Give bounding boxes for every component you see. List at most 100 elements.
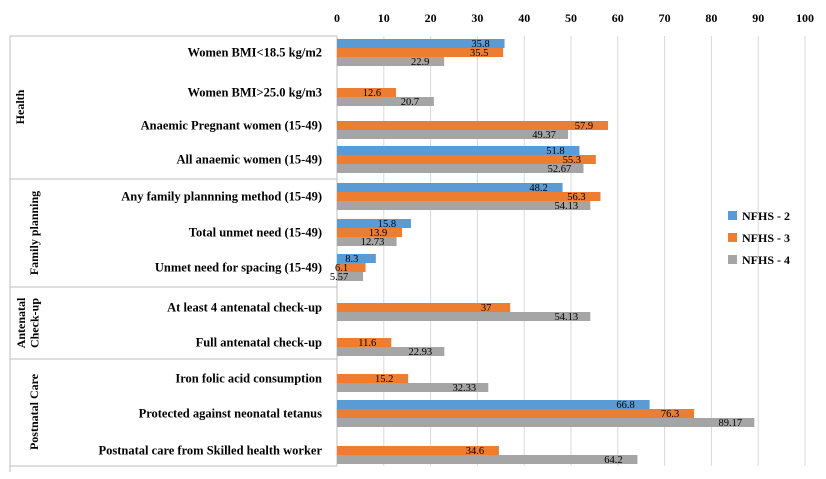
legend-label: NFHS - 4 (742, 253, 790, 267)
category-label: Women BMI>25.0 kg/m3 (187, 86, 322, 100)
x-axis-ticks: 0 10 20 30 40 50 60 70 80 90 100 (334, 11, 814, 25)
data-label: 51.8 (546, 146, 564, 157)
bar (337, 347, 445, 356)
bar (337, 312, 591, 321)
data-label: 64.2 (604, 455, 622, 466)
category-label: Iron folic acid consumption (175, 372, 322, 386)
category-label: All anaemic women (15-49) (177, 153, 322, 167)
bar (337, 400, 650, 409)
bar (337, 164, 584, 173)
bar (337, 183, 563, 192)
data-label: 76.3 (661, 409, 679, 420)
x-tick-label: 100 (796, 11, 814, 25)
category-labels: Women BMI<18.5 kg/m2 Women BMI>25.0 kg/m3… (99, 46, 323, 458)
data-label: 48.2 (529, 183, 547, 194)
group-label: Postnatal Care (27, 373, 41, 450)
data-label: 66.8 (616, 400, 634, 411)
data-label: 8.3 (345, 254, 358, 265)
group-label-line: Check-up (28, 298, 42, 348)
legend-swatch (728, 211, 737, 220)
bar (337, 192, 601, 201)
group-labels: Health Family planning AntenatalCheck-up Po… (9, 35, 337, 472)
data-label: 37 (481, 303, 492, 314)
category-label: Postnatal care from Skilled health worke… (99, 444, 323, 458)
bar (337, 383, 489, 392)
x-tick-label: 70 (659, 11, 671, 25)
bar (337, 272, 364, 281)
category-label: Any family plannning method (15-49) (121, 190, 322, 204)
data-label: 52.67 (548, 164, 572, 175)
x-tick-label: 80 (705, 11, 717, 25)
category-label: Women BMI<18.5 kg/m2 (187, 46, 322, 60)
x-tick-label: 30 (471, 11, 483, 25)
bar (337, 88, 396, 97)
data-label: 89.17 (719, 418, 743, 429)
data-label: 13.9 (369, 228, 387, 239)
group-label-line: Antenatal (14, 297, 28, 348)
bar (337, 374, 409, 383)
data-label: 15.2 (375, 374, 393, 385)
bar (337, 409, 695, 418)
data-label: 55.3 (563, 155, 581, 166)
bar (337, 303, 511, 312)
bar (337, 146, 580, 155)
bar (337, 237, 397, 246)
data-label: 15.8 (378, 219, 396, 230)
data-label: 12.6 (363, 88, 381, 99)
legend-label: NFHS - 2 (742, 209, 790, 223)
data-label: 22.93 (408, 347, 432, 358)
data-label: 35.8 (471, 39, 489, 50)
category-label: Full antenatal check-up (196, 336, 322, 350)
x-tick-label: 10 (378, 11, 390, 25)
data-label: 6.1 (335, 263, 348, 274)
bar (337, 455, 638, 464)
data-label: 22.9 (411, 57, 429, 68)
category-label: Protected against neonatal tetanus (139, 407, 323, 421)
data-label: 49.37 (532, 130, 556, 141)
group-label: AntenatalCheck-up (14, 297, 42, 348)
group-label: Family planning (27, 191, 41, 275)
bar (337, 446, 499, 455)
data-labels: 35.851.848.215.88.366.835.512.657.955.35… (330, 39, 742, 466)
bar (337, 338, 392, 347)
bar (337, 130, 569, 139)
legend-label: NFHS - 3 (742, 231, 790, 245)
data-label: 35.5 (470, 48, 488, 59)
x-tick-label: 40 (518, 11, 530, 25)
bar (337, 39, 505, 48)
x-tick-label: 60 (612, 11, 624, 25)
bar (337, 254, 376, 263)
bar (337, 97, 434, 106)
data-label: 32.33 (452, 383, 476, 394)
bar (337, 263, 366, 272)
legend-swatch (728, 233, 737, 242)
gridlines (336, 36, 806, 466)
bar (337, 219, 411, 228)
data-label: 20.7 (401, 97, 419, 108)
category-label: Unmet need for spacing (15-49) (155, 261, 322, 275)
bar (337, 228, 403, 237)
group-label-line: Postnatal Care (27, 373, 41, 450)
data-label: 57.9 (575, 121, 593, 132)
data-label: 54.13 (555, 312, 579, 323)
data-label: 56.3 (567, 192, 585, 203)
x-tick-label: 0 (334, 11, 340, 25)
bar (337, 155, 596, 164)
data-label: 12.73 (361, 237, 385, 248)
group-label-line: Family planning (27, 191, 41, 275)
data-label: 54.13 (555, 201, 579, 212)
bars (337, 39, 755, 464)
data-label: 34.6 (466, 446, 484, 457)
x-tick-label: 20 (425, 11, 437, 25)
legend: NFHS - 2 NFHS - 3 NFHS - 4 (728, 209, 790, 267)
legend-swatch (728, 255, 737, 264)
bar (337, 121, 608, 130)
category-label: At least 4 antenatal check-up (167, 301, 322, 315)
data-label: 5.57 (330, 272, 348, 283)
data-label: 11.6 (358, 338, 376, 349)
x-tick-label: 50 (565, 11, 577, 25)
bar (337, 57, 445, 66)
bar (337, 48, 504, 57)
x-tick-label: 90 (752, 11, 764, 25)
